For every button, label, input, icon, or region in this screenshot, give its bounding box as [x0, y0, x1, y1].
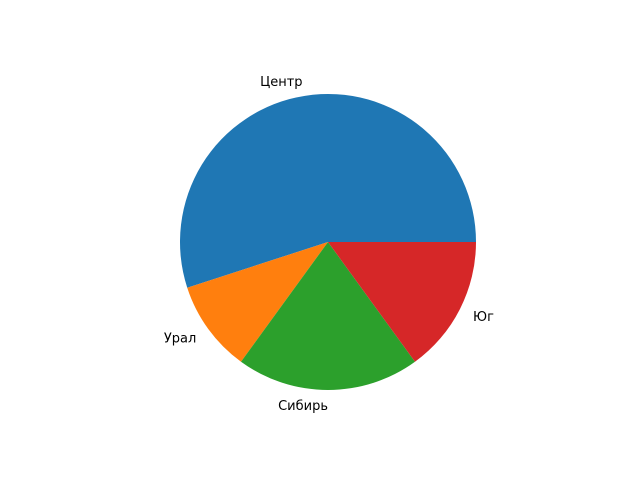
pie-slice-3 — [328, 242, 476, 362]
pie-slice-1 — [187, 242, 328, 362]
pie-slice-0 — [180, 94, 477, 288]
pie-label-0: Центр — [260, 75, 302, 90]
pie-slice-2 — [241, 242, 415, 390]
pie-label-3: Юг — [473, 310, 494, 325]
pie-slices — [180, 94, 477, 390]
pie-labels: Центр Урал Сибирь Юг — [164, 75, 494, 414]
pie-label-2: Сибирь — [278, 399, 328, 414]
pie-label-1: Урал — [164, 332, 196, 347]
